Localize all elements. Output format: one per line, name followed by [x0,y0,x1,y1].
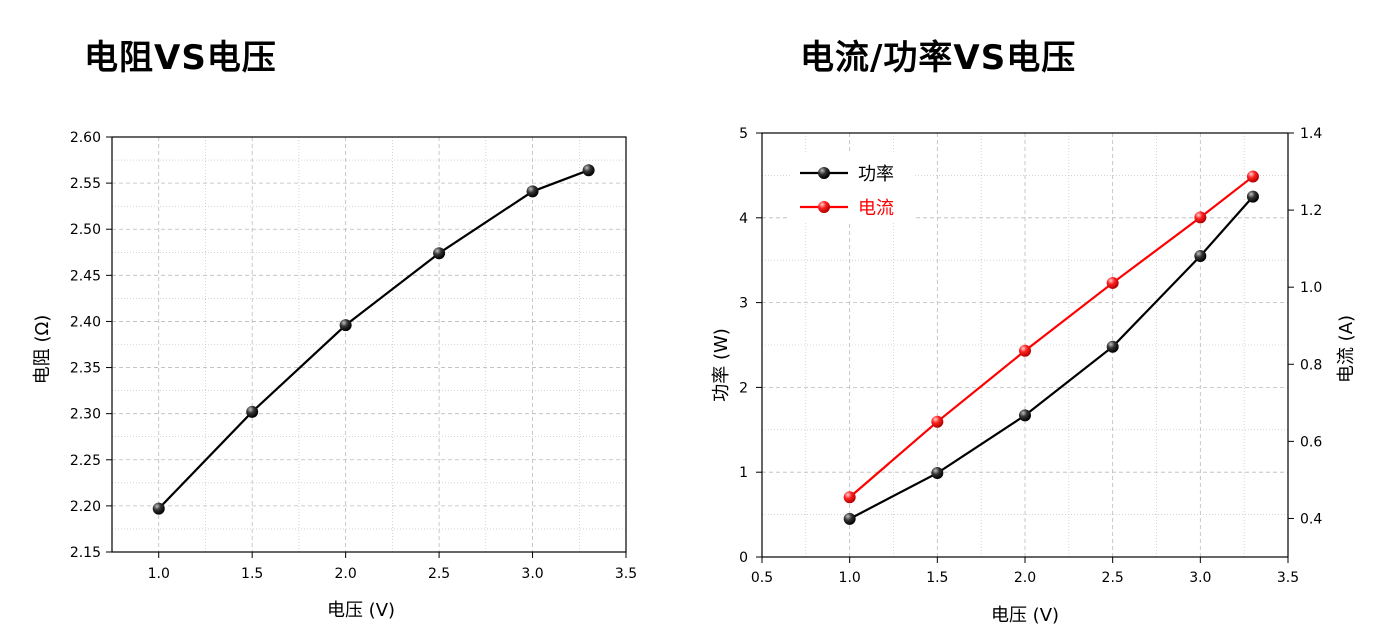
tick-label-y: 2.15 [70,545,101,561]
tick-label-x: 2.5 [428,566,450,582]
legend-marker-current [818,201,830,213]
data-point-power [1106,340,1119,353]
tick-label-y-right: 1.2 [1300,203,1322,219]
tick-label-y: 2.20 [70,499,101,515]
tick-label-x: 2.0 [335,566,357,582]
tick-label-y-left: 5 [739,126,748,142]
y-axis-label-left: 功率 (W) [711,328,732,402]
data-point-power [1194,249,1207,262]
tick-label-x: 3.5 [1277,570,1299,586]
data-point-current [1246,170,1259,183]
tick-label-y: 2.50 [70,222,101,238]
tick-label-y-right: 0.8 [1300,357,1322,373]
x-axis-label: 电压 (V) [991,605,1059,626]
data-point-current [1019,344,1031,357]
data-point-current [931,415,944,428]
y-axis-label-right: 电流 (A) [1336,315,1357,383]
tick-label-x: 1.5 [926,570,948,586]
tick-label-y-left: 4 [739,211,748,227]
tick-label-x: 3.0 [1189,570,1211,586]
data-point-current [1194,211,1207,224]
data-point-resistance [246,405,259,418]
plot-frame [111,136,627,553]
data-point-resistance [526,185,539,198]
tick-label-y: 2.55 [70,176,101,192]
tick-label-y: 2.45 [70,268,101,284]
tick-label-y: 2.40 [70,314,101,330]
tick-label-y: 2.30 [70,407,101,423]
tick-label-x: 2.0 [1014,570,1036,586]
y-axis-label: 电阻 (Ω) [32,315,53,385]
tick-label-y-right: 0.4 [1300,511,1322,527]
tick-label-x: 1.0 [148,566,170,582]
tick-label-y-right: 1.0 [1300,280,1322,296]
chart-title-current-power: 电流/功率VS电压 [800,38,1077,78]
legend-label-power: 功率 [858,164,894,185]
tick-label-y-left: 2 [739,380,748,396]
chart-title-resistance: 电阻VS电压 [84,38,277,78]
data-point-resistance [433,247,446,260]
series-line-current [848,175,1254,499]
tick-label-y: 2.35 [70,361,101,377]
tick-label-x: 0.5 [751,570,773,586]
tick-label-x: 3.0 [521,566,543,582]
legend-marker-power [818,167,830,179]
x-axis-label: 电压 (V) [327,600,395,621]
tick-label-y: 2.60 [70,130,101,146]
data-point-power [1019,409,1031,422]
tick-label-x: 3.5 [615,566,637,582]
data-point-resistance [339,319,352,332]
tick-label-y-right: 0.6 [1300,434,1322,450]
legend-box [790,152,915,222]
data-point-current [843,491,856,504]
tick-label-y-left: 0 [739,550,748,566]
tick-label-x: 1.5 [241,566,263,582]
tick-label-x: 2.5 [1102,570,1124,586]
tick-label-y: 2.25 [70,453,101,469]
series-line-resistance [157,169,590,510]
data-point-current [1106,276,1119,289]
data-point-power [931,467,944,480]
data-point-resistance [152,502,165,515]
tick-label-y-left: 1 [739,465,748,481]
series-line-power [849,195,1254,520]
data-point-power [1246,190,1259,203]
tick-label-y-right: 1.4 [1300,126,1322,142]
legend-label-current: 电流 [858,198,894,219]
data-point-resistance [582,164,595,177]
tick-label-x: 1.0 [839,570,861,586]
tick-label-y-left: 3 [739,296,748,312]
data-point-power [843,512,856,525]
